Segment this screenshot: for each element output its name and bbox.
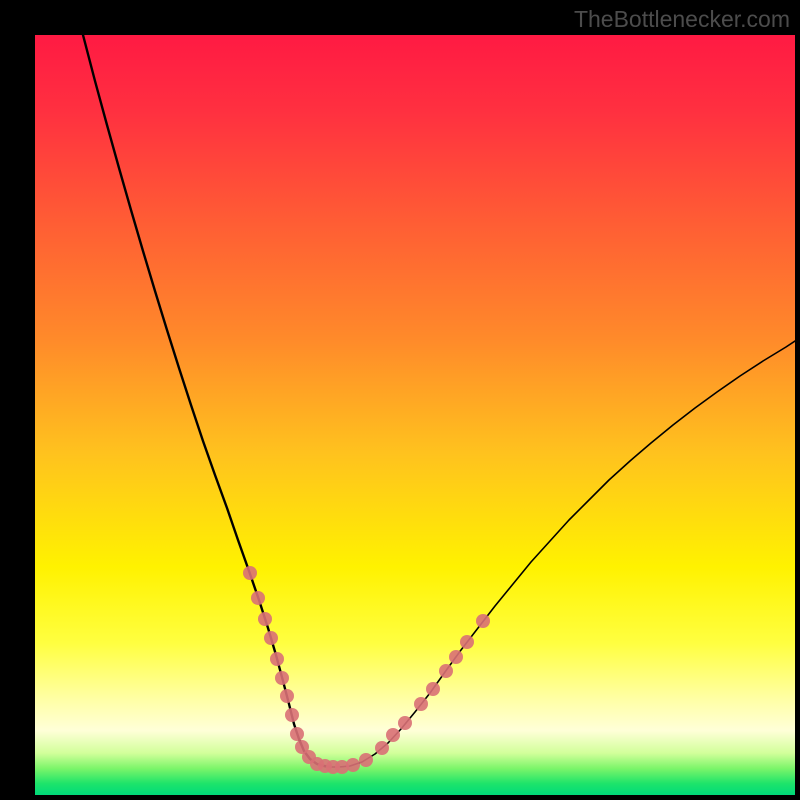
data-point	[386, 728, 400, 742]
data-point	[275, 671, 289, 685]
data-point	[243, 566, 257, 580]
plot-area	[35, 35, 795, 795]
data-point	[270, 652, 284, 666]
data-points-overlay	[35, 35, 795, 795]
data-point	[285, 708, 299, 722]
data-point	[375, 741, 389, 755]
data-point	[414, 697, 428, 711]
watermark-text: TheBottlenecker.com	[574, 6, 790, 33]
data-point	[460, 635, 474, 649]
data-point	[346, 758, 360, 772]
data-point	[359, 753, 373, 767]
data-point	[258, 612, 272, 626]
data-point	[280, 689, 294, 703]
data-point	[290, 727, 304, 741]
data-point	[426, 682, 440, 696]
data-point	[264, 631, 278, 645]
data-point	[476, 614, 490, 628]
chart-frame: TheBottlenecker.com	[0, 0, 800, 800]
data-point	[398, 716, 412, 730]
data-point	[449, 650, 463, 664]
data-point	[439, 664, 453, 678]
data-point	[251, 591, 265, 605]
